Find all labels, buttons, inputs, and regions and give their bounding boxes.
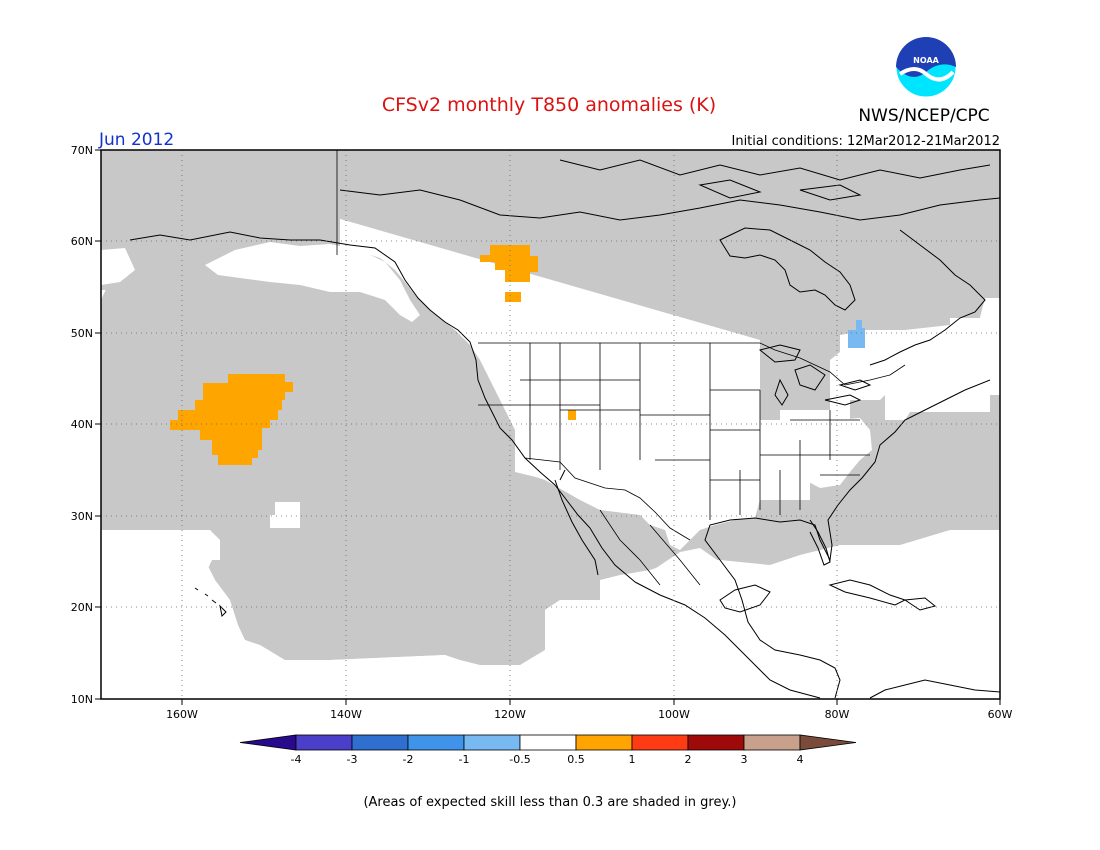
latitude-labels: 70N 60N 50N 40N 30N 20N 10N <box>71 144 93 706</box>
neutral-alaska-coast <box>205 242 420 322</box>
neutral-hawaii-patch <box>270 502 300 528</box>
hawaii-islands <box>194 587 227 618</box>
anomaly-warm-1 <box>170 245 576 465</box>
colorbar-label: 3 <box>741 753 748 766</box>
colorbar-arrow-low <box>239 734 297 751</box>
neutral-newfoundland <box>978 298 1000 325</box>
orange-anomaly-canada-small <box>505 292 521 302</box>
neutral-atlantic-patch <box>960 460 1000 490</box>
lon-label-60w: 60W <box>988 708 1013 721</box>
colorbar-label: -2 <box>403 753 414 766</box>
colorbar-label: -1 <box>459 753 470 766</box>
yucatan <box>719 584 771 613</box>
us-mexico-border <box>524 457 691 541</box>
political-boundaries <box>336 150 906 586</box>
colorbar-swatch-2 <box>351 734 409 751</box>
great-lakes <box>758 344 872 406</box>
orange-anomaly-pacific <box>170 374 293 465</box>
lat-label-60n: 60N <box>71 235 93 248</box>
labrador-coast <box>869 229 986 366</box>
colorbar-swatch-1 <box>295 734 353 751</box>
neutral-quebec <box>862 330 925 358</box>
lon-label-80w: 80W <box>825 708 850 721</box>
colorbar-label: 1 <box>629 753 636 766</box>
neutral-west-pacific <box>101 248 135 285</box>
initial-conditions-label: Initial conditions: 12Mar2012-21Mar2012 <box>732 134 1001 149</box>
month-label: Jun 2012 <box>98 130 174 150</box>
noaa-logo: NOAA <box>895 36 957 98</box>
arctic-coast <box>339 189 1001 221</box>
baja-california <box>554 469 599 576</box>
orange-anomaly-canada <box>480 245 538 282</box>
figure-title: CFSv2 monthly T850 anomalies (K) <box>382 94 716 116</box>
colorbar-swatch-9 <box>743 734 801 751</box>
colorbar-label: 4 <box>797 753 804 766</box>
colorbar-swatch-4 <box>463 734 521 751</box>
agency-label: NWS/NCEP/CPC <box>858 106 989 126</box>
mexico-states <box>599 509 701 586</box>
orange-anomaly-utah <box>568 410 576 420</box>
colorbar-swatch-6 <box>575 734 633 751</box>
lon-label-100w: 100W <box>658 708 690 721</box>
neutral-southwest-us <box>515 408 650 505</box>
colorbar-label: -3 <box>347 753 358 766</box>
colorbar-label: 0.5 <box>567 753 585 766</box>
neutral-south-pacific <box>101 530 1000 699</box>
lat-label-30n: 30N <box>71 510 93 523</box>
lat-label-70n: 70N <box>71 144 93 157</box>
colorbar-label: -4 <box>291 753 302 766</box>
logo-text: NOAA <box>913 56 939 65</box>
map-panel: 70N 60N 50N 40N 30N 20N 10N 160W 140W 12… <box>71 144 1013 721</box>
lat-label-10n: 10N <box>71 693 93 706</box>
coastlines <box>129 159 1001 699</box>
colorbar-swatch-8 <box>687 734 745 751</box>
lon-label-160w: 160W <box>166 708 198 721</box>
skill-footnote: (Areas of expected skill less than 0.3 a… <box>363 795 736 810</box>
lat-label-20n: 20N <box>71 601 93 614</box>
colorbar-label: -0.5 <box>509 753 530 766</box>
lon-label-120w: 120W <box>494 708 526 721</box>
colorbar-swatch-3 <box>407 734 465 751</box>
neutral-areas <box>101 242 1000 699</box>
colorbar-swatch-5 <box>519 734 577 751</box>
neutral-southeast-us <box>780 410 872 488</box>
lat-label-40n: 40N <box>71 418 93 431</box>
hispaniola <box>903 597 937 611</box>
colorbar-swatch-7 <box>631 734 689 751</box>
colorbar-labels: -4 -3 -2 -1 -0.5 0.5 1 2 3 4 <box>291 753 804 766</box>
lon-label-140w: 140W <box>330 708 362 721</box>
axis-ticks <box>95 149 1001 705</box>
hudson-bay <box>719 227 856 311</box>
us-state-lines <box>478 343 870 520</box>
us-canada-border <box>478 342 906 386</box>
lat-label-50n: 50N <box>71 327 93 340</box>
arctic-islands <box>559 159 991 201</box>
longitude-labels: 160W 140W 120W 100W 80W 60W <box>166 708 1012 721</box>
gulf-of-mexico-coast <box>704 379 991 699</box>
north-america-west-coast <box>129 231 821 699</box>
colorbar-label: 2 <box>685 753 692 766</box>
south-america-north <box>869 679 1001 699</box>
colorbar <box>239 734 857 751</box>
anomaly-cool-1 <box>848 320 865 348</box>
blue-anomaly-quebec <box>848 320 865 348</box>
grey-mask-west <box>101 150 340 290</box>
florida <box>809 519 831 566</box>
colorbar-arrow-high <box>799 734 857 751</box>
